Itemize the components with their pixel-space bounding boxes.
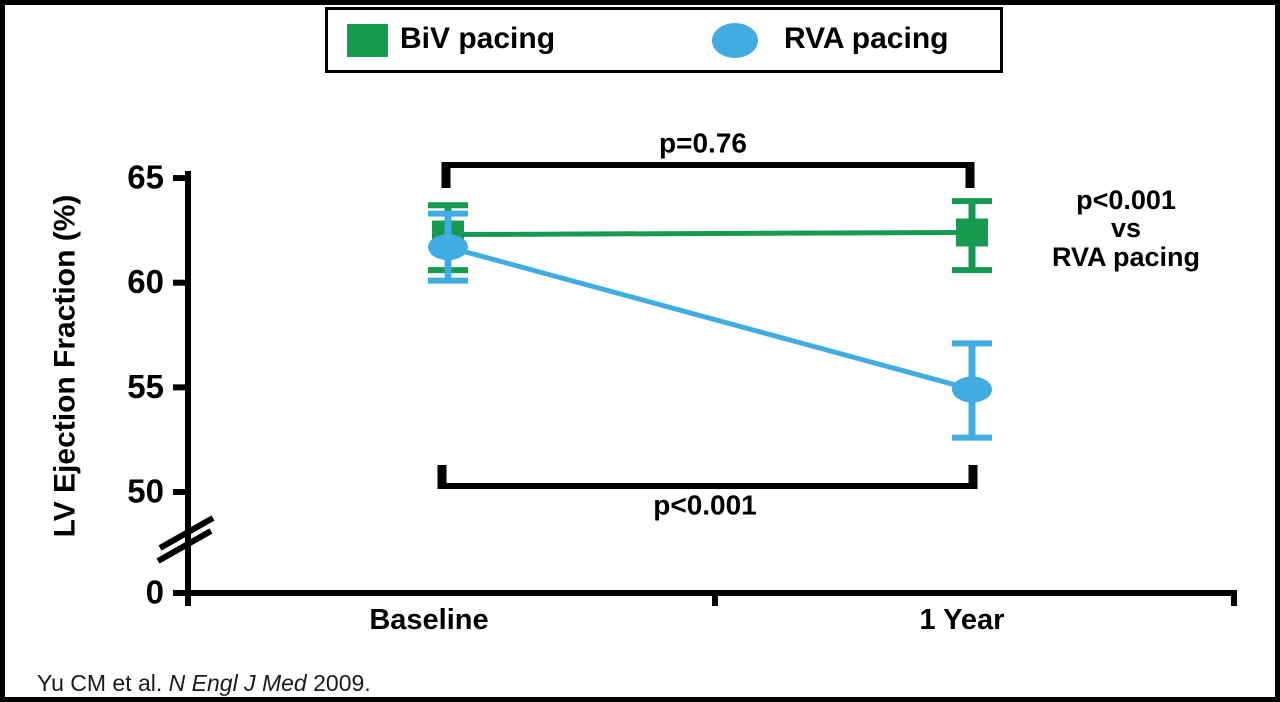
bottom-bracket-p-label: p<0.001 <box>653 490 757 521</box>
y-axis-break-slash-2 <box>156 528 213 564</box>
rva-ellipse-swatch-icon <box>712 22 758 58</box>
top-bracket-p-label: p=0.76 <box>659 128 747 159</box>
legend-item-biv: BiV pacing <box>347 10 555 70</box>
y-tick-label-50: 50 <box>127 473 164 510</box>
rva-pacing-series-line <box>447 244 973 392</box>
biv-pacing-series-line <box>447 229 973 238</box>
y-axis-break-slash-1 <box>158 515 215 551</box>
right-note-line-3: RVA pacing <box>1052 242 1200 272</box>
x-category-label-baseline: Baseline <box>369 604 488 636</box>
right-note-line-1: p<0.001 <box>1076 185 1176 215</box>
chart-canvas: 0 50 55 60 65 LV Ejection Fraction (%) Baselin… <box>49 128 1237 636</box>
right-note-line-2: vs <box>1111 213 1141 243</box>
rva-pacing-ellipse-marker-1 <box>428 234 468 261</box>
y-axis-title: LV Ejection Fraction (%) <box>49 195 82 538</box>
y-tick-label-0: 0 <box>146 574 164 611</box>
y-tick-label-60: 60 <box>127 263 164 300</box>
legend: BiV pacing RVA pacing <box>325 7 1003 73</box>
citation-suffix: 2009. <box>306 670 371 696</box>
y-tick-label-65: 65 <box>127 159 164 196</box>
citation-prefix: Yu CM et al. <box>37 670 169 696</box>
y-tick-label-55: 55 <box>127 368 164 405</box>
x-category-label-1-year: 1 Year <box>920 604 1005 636</box>
citation-journal: N Engl J Med <box>168 670 307 696</box>
biv-pacing-square-marker-2 <box>956 218 988 247</box>
legend-item-rva: RVA pacing <box>712 10 948 70</box>
biv-square-swatch-icon <box>347 23 388 57</box>
legend-label-rva: RVA pacing <box>784 22 949 55</box>
citation: Yu CM et al. N Engl J Med 2009. <box>37 670 371 697</box>
legend-label-biv: BiV pacing <box>400 22 556 55</box>
rva-pacing-ellipse-marker-2 <box>952 376 992 403</box>
